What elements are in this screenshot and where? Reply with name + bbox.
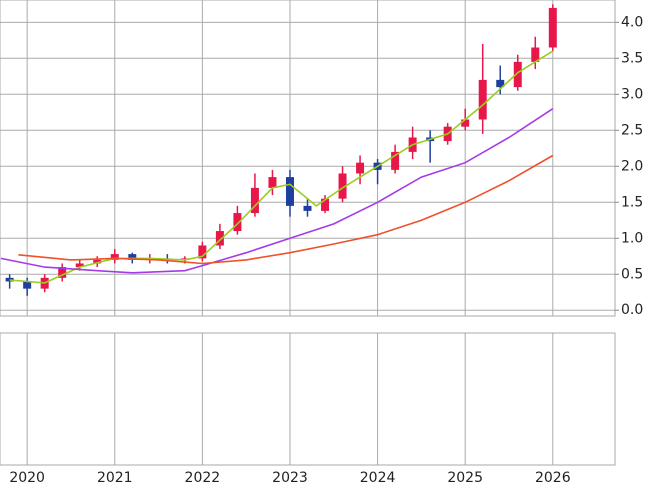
moving-average-line bbox=[9, 50, 554, 284]
candle-body bbox=[461, 119, 470, 127]
x-tick-label: 2022 bbox=[185, 470, 221, 486]
x-tick-label: 2023 bbox=[272, 470, 308, 486]
x-tick-label: 2021 bbox=[97, 470, 133, 486]
candle-body bbox=[321, 198, 330, 211]
candle-body bbox=[548, 7, 557, 48]
x-tick-label: 2025 bbox=[447, 470, 483, 486]
y-tick-label: 1.0 bbox=[621, 230, 643, 246]
candle-body bbox=[128, 254, 137, 260]
candle-body bbox=[23, 281, 32, 289]
y-tick-label: 2.0 bbox=[621, 158, 643, 174]
y-tick-label: 1.5 bbox=[621, 194, 643, 210]
moving-average-line bbox=[0, 108, 554, 274]
x-tick-label: 2024 bbox=[360, 470, 396, 486]
candle-body bbox=[93, 259, 102, 264]
price-panel bbox=[0, 0, 616, 317]
candle-body bbox=[338, 173, 347, 199]
x-tick-label: 2020 bbox=[9, 470, 45, 486]
moving-average-line bbox=[18, 154, 554, 265]
y-tick-label: 0.5 bbox=[621, 266, 643, 282]
candle-body bbox=[58, 267, 67, 278]
candle-body bbox=[513, 61, 522, 88]
candle-body bbox=[198, 245, 207, 259]
candle-body bbox=[303, 205, 312, 211]
candle-body bbox=[356, 162, 365, 174]
candle-body bbox=[250, 187, 259, 214]
x-tick-label: 2026 bbox=[535, 470, 571, 486]
lower-panel bbox=[0, 332, 616, 466]
candle-body bbox=[391, 151, 400, 170]
y-tick-label: 3.0 bbox=[621, 86, 643, 102]
candle-body bbox=[285, 177, 294, 206]
candle-body bbox=[268, 177, 277, 188]
y-tick-label: 4.0 bbox=[621, 14, 643, 30]
y-tick-label: 3.5 bbox=[621, 50, 643, 66]
candle-body bbox=[215, 231, 224, 246]
candle-body bbox=[233, 213, 242, 232]
candle-body bbox=[496, 79, 505, 88]
candle-body bbox=[478, 79, 487, 120]
candle-body bbox=[75, 263, 84, 268]
candle-body bbox=[531, 47, 540, 62]
candle-body bbox=[110, 254, 119, 260]
y-tick-label: 2.5 bbox=[621, 122, 643, 138]
y-tick-label: 0.0 bbox=[621, 302, 643, 318]
